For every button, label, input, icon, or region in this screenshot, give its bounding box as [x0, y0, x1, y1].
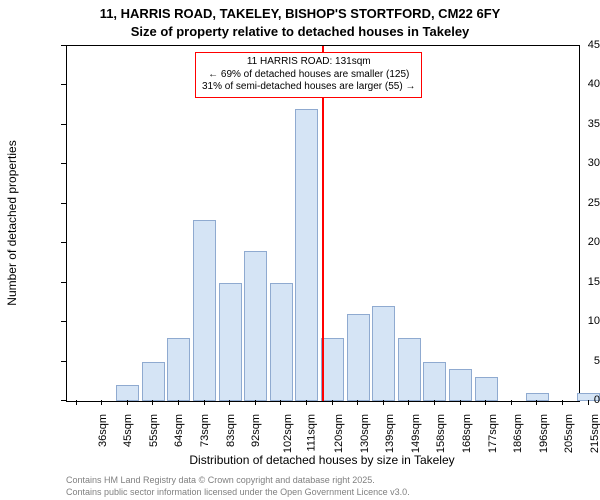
x-tick-label: 92sqm	[250, 414, 262, 447]
attribution-text: Contains HM Land Registry data © Crown c…	[66, 475, 410, 498]
histogram-bar	[193, 220, 216, 401]
y-tick-mark	[61, 203, 66, 204]
x-tick-label: 83sqm	[225, 414, 237, 447]
y-tick-label: 25	[544, 197, 600, 209]
x-tick-label: 120sqm	[333, 414, 345, 453]
histogram-bar	[372, 306, 395, 401]
y-tick-label: 20	[544, 236, 600, 248]
y-tick-mark	[61, 321, 66, 322]
histogram-bar	[475, 377, 498, 401]
y-tick-mark	[61, 361, 66, 362]
y-axis-label: Number of detached properties	[5, 140, 19, 305]
x-tick-label: 102sqm	[282, 414, 294, 453]
histogram-bar	[347, 314, 370, 401]
x-tick-label: 168sqm	[461, 414, 473, 453]
x-tick-label: 139sqm	[384, 414, 396, 453]
annotation-line: 11 HARRIS ROAD: 131sqm	[247, 56, 371, 67]
x-tick-mark	[460, 400, 461, 405]
x-tick-mark	[204, 400, 205, 405]
annotation-line: ← 69% of detached houses are smaller (12…	[208, 69, 409, 80]
y-tick-label: 15	[544, 276, 600, 288]
y-tick-mark	[61, 45, 66, 46]
x-tick-label: 149sqm	[410, 414, 422, 453]
x-tick-mark	[229, 400, 230, 405]
x-tick-label: 45sqm	[122, 414, 134, 447]
histogram-bar	[244, 251, 267, 401]
x-tick-mark	[127, 400, 128, 405]
histogram-bar	[449, 369, 472, 401]
chart-title-main: 11, HARRIS ROAD, TAKELEY, BISHOP'S STORT…	[0, 6, 600, 21]
y-tick-label: 5	[544, 355, 600, 367]
x-tick-mark	[357, 400, 358, 405]
x-tick-label: 205sqm	[563, 414, 575, 453]
reference-line	[322, 46, 324, 401]
x-tick-mark	[485, 400, 486, 405]
x-tick-label: 215sqm	[589, 414, 600, 453]
histogram-bar	[270, 283, 293, 401]
attribution-line: Contains HM Land Registry data © Crown c…	[66, 475, 375, 485]
histogram-bar	[321, 338, 344, 401]
x-tick-mark	[76, 400, 77, 405]
x-tick-mark	[536, 400, 537, 405]
x-tick-mark	[178, 400, 179, 405]
histogram-bar	[295, 109, 318, 401]
x-tick-mark	[562, 400, 563, 405]
x-tick-mark	[332, 400, 333, 405]
attribution-line: Contains public sector information licen…	[66, 487, 410, 497]
y-tick-mark	[61, 124, 66, 125]
x-tick-mark	[511, 400, 512, 405]
x-tick-label: 55sqm	[148, 414, 160, 447]
histogram-bar	[423, 362, 446, 401]
x-tick-label: 130sqm	[359, 414, 371, 453]
x-tick-label: 73sqm	[199, 414, 211, 447]
y-tick-label: 45	[544, 39, 600, 51]
x-tick-mark	[434, 400, 435, 405]
x-tick-label: 64sqm	[173, 414, 185, 447]
y-tick-label: 40	[544, 78, 600, 90]
x-tick-mark	[588, 400, 589, 405]
y-tick-label: 30	[544, 157, 600, 169]
x-tick-mark	[255, 400, 256, 405]
x-tick-mark	[101, 400, 102, 405]
y-tick-mark	[61, 163, 66, 164]
property-size-histogram: 11, HARRIS ROAD, TAKELEY, BISHOP'S STORT…	[0, 0, 600, 500]
y-tick-mark	[61, 84, 66, 85]
histogram-bar	[116, 385, 139, 401]
annotation-line: 31% of semi-detached houses are larger (…	[202, 81, 415, 92]
chart-title-sub: Size of property relative to detached ho…	[0, 24, 600, 39]
y-tick-label: 35	[544, 118, 600, 130]
x-tick-mark	[383, 400, 384, 405]
plot-area: 11 HARRIS ROAD: 131sqm ← 69% of detached …	[66, 45, 580, 402]
x-tick-label: 177sqm	[487, 414, 499, 453]
annotation-box: 11 HARRIS ROAD: 131sqm ← 69% of detached …	[195, 52, 422, 98]
histogram-bar	[398, 338, 421, 401]
x-tick-mark	[306, 400, 307, 405]
x-tick-label: 36sqm	[97, 414, 109, 447]
y-tick-mark	[61, 282, 66, 283]
x-tick-label: 196sqm	[538, 414, 550, 453]
y-tick-mark	[61, 400, 66, 401]
x-tick-mark	[408, 400, 409, 405]
x-tick-label: 111sqm	[306, 414, 318, 452]
y-tick-label: 0	[544, 394, 600, 406]
x-tick-mark	[280, 400, 281, 405]
x-axis-label: Distribution of detached houses by size …	[66, 453, 578, 467]
histogram-bar	[142, 362, 165, 401]
y-tick-mark	[61, 242, 66, 243]
x-tick-label: 158sqm	[435, 414, 447, 453]
histogram-bar	[219, 283, 242, 401]
histogram-bar	[167, 338, 190, 401]
y-tick-label: 10	[544, 315, 600, 327]
x-tick-label: 186sqm	[512, 414, 524, 453]
x-tick-mark	[152, 400, 153, 405]
